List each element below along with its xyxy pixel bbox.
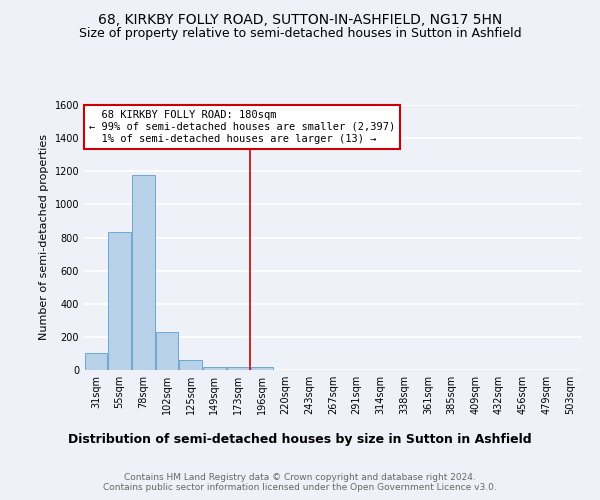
Text: Distribution of semi-detached houses by size in Sutton in Ashfield: Distribution of semi-detached houses by … (68, 432, 532, 446)
Text: Size of property relative to semi-detached houses in Sutton in Ashfield: Size of property relative to semi-detach… (79, 28, 521, 40)
Text: 68 KIRKBY FOLLY ROAD: 180sqm  
← 99% of semi-detached houses are smaller (2,397): 68 KIRKBY FOLLY ROAD: 180sqm ← 99% of se… (89, 110, 395, 144)
Text: Contains HM Land Registry data © Crown copyright and database right 2024.
Contai: Contains HM Land Registry data © Crown c… (103, 472, 497, 492)
Bar (132, 174, 155, 370)
Bar (85, 354, 107, 370)
Bar (251, 366, 273, 370)
Y-axis label: Number of semi-detached properties: Number of semi-detached properties (39, 134, 49, 340)
Text: 68, KIRKBY FOLLY ROAD, SUTTON-IN-ASHFIELD, NG17 5HN: 68, KIRKBY FOLLY ROAD, SUTTON-IN-ASHFIEL… (98, 12, 502, 26)
Bar (179, 360, 202, 370)
Bar (156, 332, 178, 370)
Bar (109, 232, 131, 370)
Bar (203, 366, 226, 370)
Bar (227, 366, 250, 370)
